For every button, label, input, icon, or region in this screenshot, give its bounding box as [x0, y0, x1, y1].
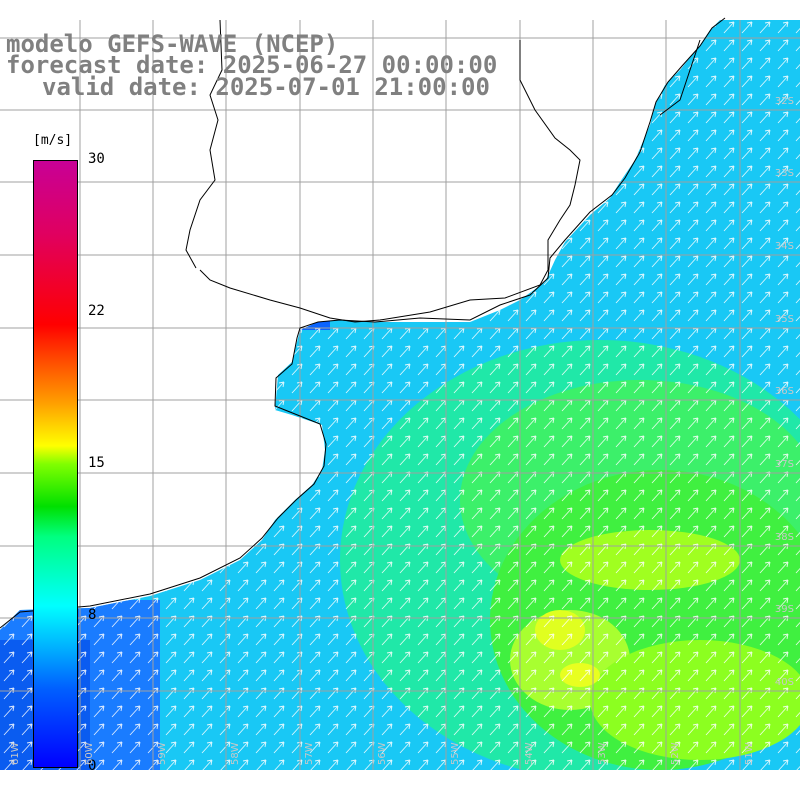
valid-date: valid date: 2025-07-01 21:00:00	[42, 73, 490, 101]
colorbar-tick-30: 30	[88, 151, 105, 167]
lat-label: 37S	[774, 459, 794, 470]
colorbar-unit: [m/s]	[33, 133, 73, 148]
colorbar-tick-15: 15	[88, 455, 105, 471]
lon-label: 56W	[377, 742, 388, 765]
lat-lon-grid	[0, 20, 800, 770]
lon-label: 58W	[230, 742, 241, 765]
lon-label: 59W	[157, 742, 168, 765]
lon-label: 51W	[744, 742, 755, 765]
colorbar-tick-22: 22	[88, 303, 105, 319]
lat-label: 40S	[774, 677, 794, 688]
lat-label: 39S	[774, 604, 794, 615]
lat-label: 34S	[774, 241, 794, 252]
colorbar-tick-0: 0	[88, 758, 97, 774]
coastline	[0, 17, 726, 629]
lon-label: 60W	[84, 742, 95, 765]
lon-label: 61W	[10, 742, 21, 765]
lon-label: 57W	[304, 742, 315, 765]
lat-label: 35S	[774, 314, 794, 325]
colorbar-tick-8: 8	[88, 607, 97, 623]
lon-label: 52W	[670, 742, 681, 765]
colorbar	[33, 160, 78, 768]
forecast-date: forecast date: 2025-06-27 00:00:00	[6, 51, 498, 79]
lon-label: 55W	[450, 742, 461, 765]
lon-label: 53W	[597, 742, 608, 765]
lat-label: 38S	[774, 532, 794, 543]
lat-label: 33S	[774, 168, 794, 179]
lat-label: 36S	[774, 386, 794, 397]
model-title: modelo GEFS-WAVE (NCEP)	[6, 30, 339, 58]
lat-label: 32S	[774, 96, 794, 107]
lon-label: 54W	[524, 742, 535, 765]
